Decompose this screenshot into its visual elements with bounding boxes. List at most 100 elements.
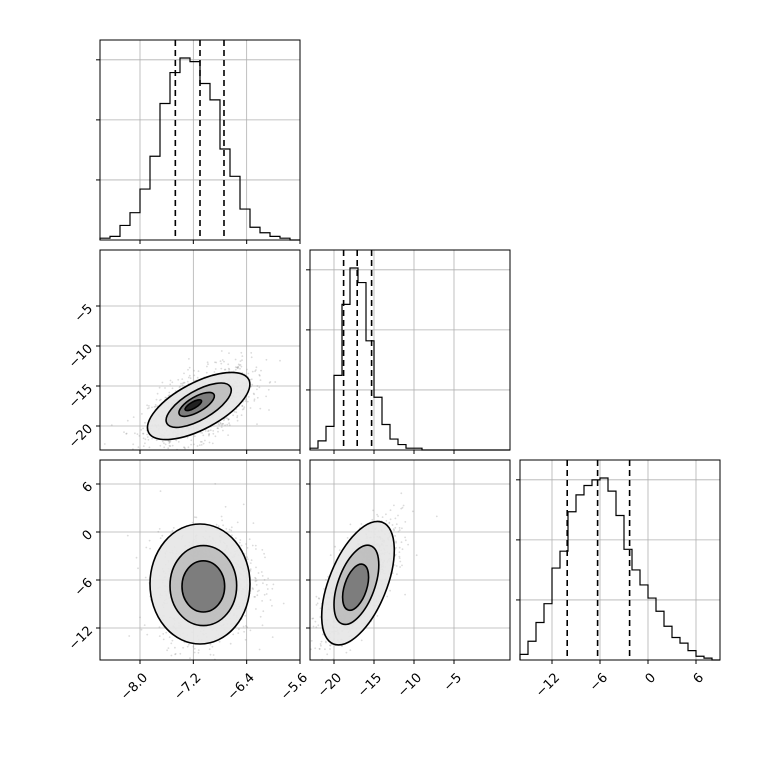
contour-line-level-1: [146, 371, 251, 441]
scatter-point: [320, 644, 322, 647]
scatter-point: [310, 640, 313, 642]
scatter-point: [103, 443, 106, 445]
scatter-point: [162, 638, 165, 641]
scatter-point: [218, 640, 221, 643]
scatter-point: [208, 434, 210, 437]
scatter-point: [221, 424, 223, 426]
scatter-point: [195, 516, 198, 519]
scatter-point: [209, 653, 212, 656]
scatter-point: [245, 625, 247, 627]
scatter-point: [252, 588, 254, 590]
scatter-point: [157, 457, 159, 459]
scatter-point: [226, 423, 229, 426]
y-tick-label-p2: −15: [66, 381, 96, 411]
scatter-point: [256, 423, 258, 425]
scatter-point: [231, 534, 233, 537]
scatter-point: [228, 422, 231, 425]
scatter-point: [252, 522, 255, 524]
scatter-point: [215, 361, 218, 364]
scatter-point: [212, 430, 215, 432]
scatter-point: [254, 544, 257, 547]
scatter-point: [318, 597, 321, 600]
scatter-point: [227, 434, 230, 436]
scatter-point: [148, 446, 151, 449]
y-tick-label-p3: −12: [66, 623, 96, 653]
scatter-point: [217, 430, 219, 433]
scatter-point: [389, 509, 392, 512]
scatter-point: [267, 577, 269, 580]
scatter-point: [263, 579, 266, 581]
scatter-point: [321, 633, 324, 636]
scatter-point: [256, 594, 259, 597]
scatter-point: [239, 367, 241, 370]
scatter-point: [187, 446, 190, 449]
scatter-point: [227, 418, 230, 421]
scatter-point: [160, 398, 162, 401]
scatter-point: [187, 643, 190, 646]
scatter-point: [220, 669, 222, 671]
scatter-point: [388, 521, 391, 524]
scatter-point: [217, 525, 220, 527]
scatter-point: [397, 514, 399, 517]
scatter-point: [193, 651, 196, 654]
contour-line-level-1: [320, 520, 396, 646]
scatter-point: [199, 431, 202, 434]
scatter-point: [252, 392, 255, 395]
y-tick-label-p2: −5: [72, 301, 96, 325]
scatter-point: [171, 529, 174, 532]
scatter-point: [142, 445, 145, 447]
x-tick-label-p2: −5: [441, 670, 465, 694]
scatter-point: [239, 539, 242, 541]
panel-frame: [519, 459, 721, 661]
scatter-panel-p2-p3: [306, 459, 511, 685]
scatter-point: [329, 644, 332, 647]
scatter-point: [241, 408, 244, 411]
scatter-point: [260, 571, 263, 573]
scatter-point: [123, 431, 125, 433]
scatter-point: [232, 414, 235, 417]
panel-frame: [309, 459, 511, 661]
scatter-point: [201, 441, 203, 443]
scatter-point: [156, 405, 159, 408]
scatter-point: [316, 683, 318, 685]
scatter-point: [326, 653, 329, 656]
scatter-point: [224, 368, 227, 371]
scatter-point: [235, 411, 238, 414]
histogram-panel-p1: [96, 39, 301, 244]
scatter-point: [207, 363, 209, 366]
scatter-point: [202, 442, 205, 445]
scatter-point: [151, 406, 153, 409]
scatter-point: [316, 602, 319, 605]
scatter-point: [189, 657, 191, 660]
scatter-point: [201, 432, 204, 434]
scatter-point: [145, 546, 148, 549]
scatter-point: [159, 444, 162, 447]
scatter-point: [323, 588, 325, 590]
scatter-point: [190, 443, 193, 446]
scatter-point: [147, 438, 150, 441]
scatter-point: [174, 653, 177, 655]
scatter-point: [314, 647, 317, 650]
scatter-point: [148, 407, 150, 409]
scatter-point: [193, 369, 195, 372]
scatter-point: [188, 358, 190, 360]
scatter-point: [307, 662, 309, 664]
scatter-point: [319, 607, 322, 610]
scatter-point: [142, 427, 145, 430]
x-tick-label-p1: −8.0: [118, 670, 151, 703]
scatter-point: [415, 554, 418, 557]
scatter-point: [167, 440, 170, 442]
scatter-point: [154, 404, 157, 406]
scatter-point: [158, 635, 161, 637]
scatter-point: [255, 369, 257, 371]
scatter-point: [221, 359, 224, 361]
scatter-point: [242, 625, 245, 628]
scatter-point: [263, 552, 265, 555]
scatter-point: [225, 417, 228, 419]
scatter-point: [193, 647, 196, 650]
scatter-point: [400, 507, 403, 510]
scatter-point: [136, 451, 138, 453]
scatter-point: [395, 523, 398, 526]
scatter-point: [161, 440, 164, 443]
scatter-point: [158, 386, 161, 389]
